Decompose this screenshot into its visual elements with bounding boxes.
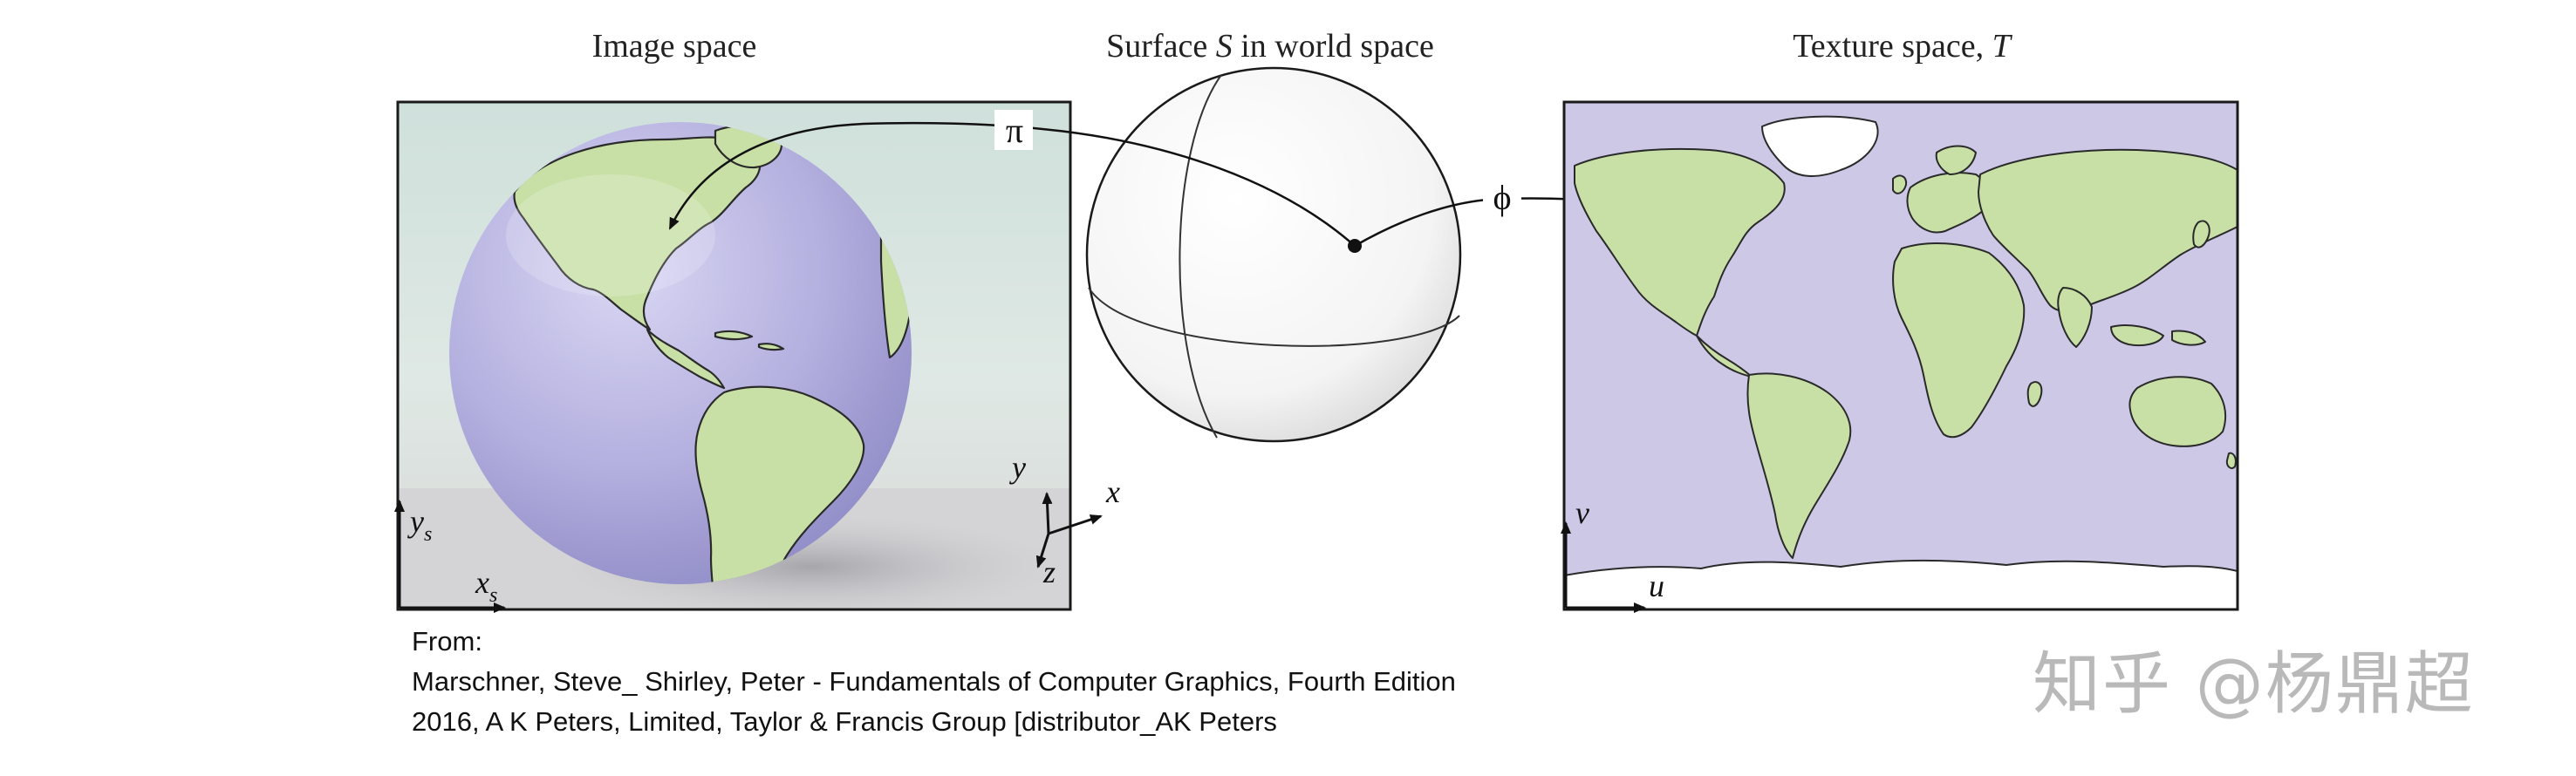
watermark: 知乎 @杨鼎超 — [2033, 645, 2475, 724]
texture-space-axes — [1561, 521, 1646, 613]
texture-space-title: Texture space, T — [1793, 28, 2012, 65]
world-space-title: Surface S in world space — [1106, 28, 1434, 65]
world-axes — [1035, 492, 1103, 568]
phi-label: ϕ — [1493, 178, 1511, 217]
sphere-meridian — [1179, 74, 1222, 439]
texture-space-frame — [1562, 100, 2239, 611]
caption-line-2: Marschner, Steve_ Shirley, Peter - Funda… — [412, 666, 1456, 697]
world-axis-z-label: z — [1042, 555, 1056, 589]
world-axis-x-label: x — [1105, 474, 1120, 509]
texture-space-panel — [1564, 102, 2238, 609]
world-sphere — [1085, 66, 1462, 443]
texture-axis-v-label: v — [1575, 495, 1589, 530]
world-axis-y-label: y — [1009, 450, 1026, 485]
caption-line-1: From: — [412, 626, 482, 657]
image-axis-x-label: xs — [475, 565, 497, 607]
image-axis-y-label: ys — [407, 504, 432, 546]
image-space-title: Image space — [592, 28, 757, 65]
source-caption: From: Marschner, Steve_ Shirley, Peter -… — [412, 622, 1456, 742]
image-space-frame — [396, 100, 1072, 611]
caption-line-3: 2016, A K Peters, Limited, Taylor & Fran… — [412, 706, 1277, 737]
image-space-panel — [398, 102, 1070, 609]
texture-axis-u-label: u — [1649, 568, 1664, 603]
pi-arrow — [668, 121, 1356, 247]
world-map-continents — [1564, 115, 2238, 609]
pi-label: π — [1006, 111, 1023, 150]
image-space-axes — [394, 500, 506, 613]
sphere-equator — [1088, 287, 1460, 347]
